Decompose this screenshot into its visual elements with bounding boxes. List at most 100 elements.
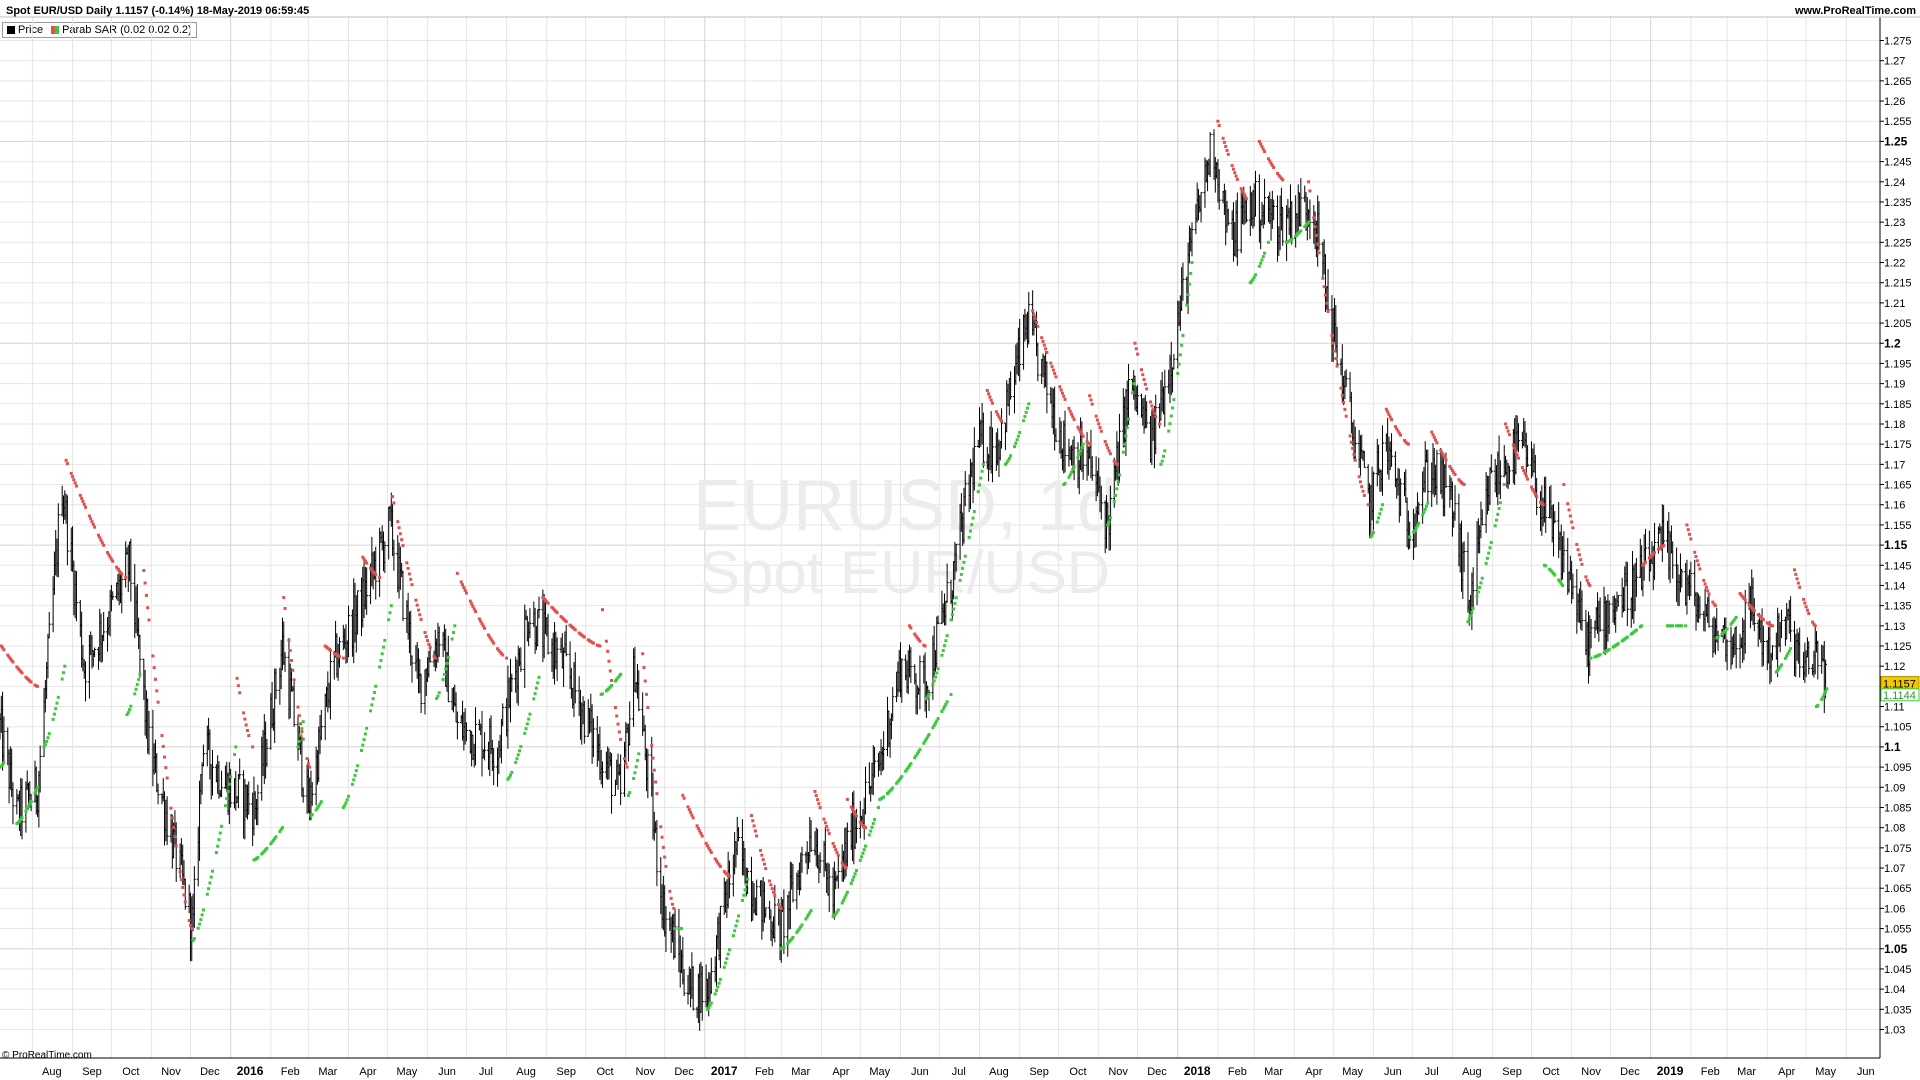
sar-dot — [1352, 452, 1356, 456]
sar-dot — [1533, 492, 1537, 496]
website-label[interactable]: www.ProRealTime.com — [1794, 5, 1916, 17]
sar-dot — [896, 780, 900, 784]
sar-dot — [483, 626, 487, 630]
sar-dot — [265, 846, 269, 850]
sar-dot — [606, 649, 610, 653]
sar-dot — [1133, 341, 1137, 345]
legend-entry-price[interactable]: Price — [7, 24, 43, 36]
sar-dot — [895, 781, 899, 785]
sar-dot — [1571, 526, 1575, 530]
sar-dot — [1125, 426, 1129, 430]
sar-dot — [238, 691, 242, 695]
sar-dot — [182, 893, 186, 897]
last-sar-tag — [1880, 688, 1920, 702]
sar-dot — [1013, 445, 1017, 449]
x-tick-label: 2017 — [711, 1064, 738, 1078]
x-tick-label: Nov — [1581, 1066, 1601, 1078]
sar-dot — [1108, 516, 1112, 520]
sar-dot — [845, 890, 849, 894]
sar-dot — [1738, 592, 1742, 596]
sar-dot — [681, 793, 685, 797]
sar-dot — [1044, 347, 1048, 351]
x-tick-label: Sep — [1029, 1066, 1049, 1078]
sar-dot — [755, 834, 759, 838]
sar-dot — [891, 786, 895, 790]
sar-dot — [414, 598, 418, 602]
sar-dot — [851, 878, 855, 882]
sar-dot — [269, 842, 273, 846]
sar-dot — [78, 493, 82, 497]
sar-dot — [843, 896, 847, 900]
sar-dot — [318, 802, 322, 806]
sar-dot — [1453, 473, 1457, 477]
sar-dot — [505, 656, 509, 660]
sar-dot — [1322, 285, 1326, 289]
sar-dot — [28, 802, 32, 806]
sar-dot — [200, 913, 204, 917]
sar-dot — [1584, 575, 1588, 579]
sar-dot — [1733, 617, 1737, 621]
sar-dot — [1522, 468, 1526, 472]
sar-dot — [915, 636, 919, 640]
sar-dot — [1780, 663, 1784, 667]
sar-dot — [760, 853, 764, 857]
sar-dot — [341, 656, 345, 660]
sar-dot — [751, 819, 755, 823]
sar-dot — [713, 992, 717, 996]
y-tick-label: 1.21 — [1884, 298, 1905, 310]
sar-dot — [660, 835, 664, 839]
sar-dot — [518, 749, 522, 753]
sar-dot — [804, 917, 808, 921]
sar-dot — [209, 875, 213, 879]
sar-dot — [1325, 301, 1329, 305]
sar-dot — [223, 804, 227, 808]
sar-dot — [613, 706, 617, 710]
sar-dot — [107, 553, 111, 557]
sar-dot — [1489, 540, 1493, 544]
sar-dot — [117, 569, 121, 573]
sar-dot — [1268, 159, 1272, 163]
sar-dot — [733, 929, 737, 933]
sar-dot — [1241, 189, 1245, 193]
sar-dot — [1261, 255, 1265, 259]
sar-dot — [1072, 465, 1076, 469]
sar-dot — [714, 988, 718, 992]
sar-dot — [442, 672, 446, 676]
sar-dot — [337, 654, 341, 658]
sar-dot — [1335, 364, 1339, 368]
sar-dot — [1511, 443, 1515, 447]
sar-dot — [363, 732, 367, 736]
sar-dot — [291, 668, 295, 672]
sar-dot — [532, 697, 536, 701]
sar-dot — [1434, 438, 1438, 442]
sar-dot — [651, 756, 655, 760]
sar-dot — [735, 919, 739, 923]
x-tick-label: Feb — [1228, 1066, 1247, 1078]
sar-dot — [1009, 454, 1013, 458]
sar-dot — [1189, 271, 1193, 275]
sar-dot — [1785, 654, 1789, 658]
x-tick-label: May — [869, 1066, 890, 1078]
sar-dot — [137, 677, 141, 681]
sar-dot — [926, 695, 930, 699]
sar-dot — [301, 737, 305, 741]
sar-dot — [861, 851, 865, 855]
sar-dot — [1088, 442, 1092, 446]
sar-dot — [361, 555, 365, 559]
sar-dot — [125, 713, 129, 717]
sar-dot — [1281, 178, 1285, 182]
sar-dot — [102, 543, 106, 547]
sar-dot — [844, 866, 848, 870]
sar-dot — [424, 635, 428, 639]
sar-dot — [1167, 429, 1171, 433]
sar-dot — [1662, 544, 1666, 548]
sar-dot — [1695, 559, 1699, 563]
sar-dot — [598, 644, 602, 648]
sar-dot — [1067, 475, 1071, 479]
sar-dot — [1716, 635, 1720, 639]
legend-entry-sar[interactable]: Parab SAR (0.02 0.02 0.2) — [51, 24, 192, 36]
sar-dot — [1063, 397, 1067, 401]
sar-dot — [1070, 470, 1074, 474]
sar-dot — [89, 517, 93, 521]
